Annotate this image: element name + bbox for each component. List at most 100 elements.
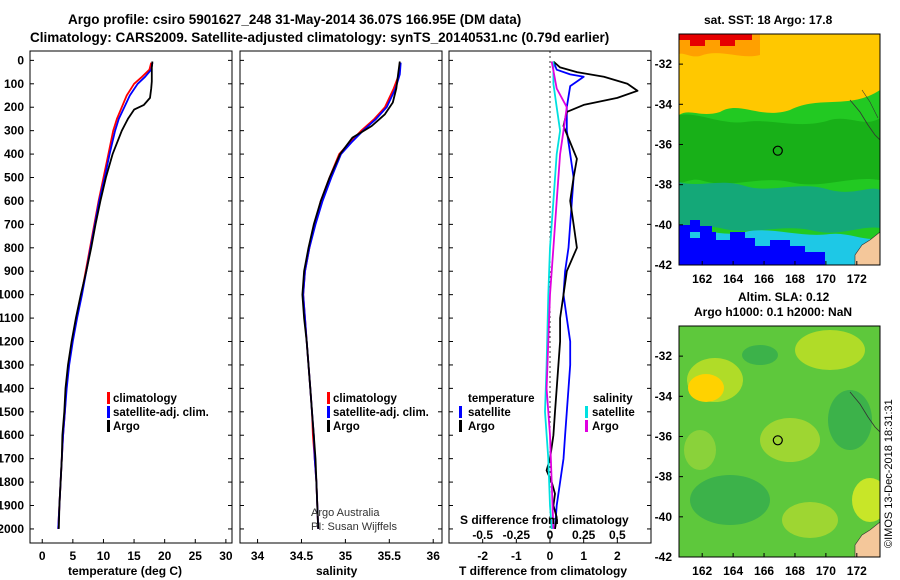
legend-swatch-climatology	[327, 392, 330, 404]
legend-swatch-t-argo	[459, 420, 462, 432]
map-x-tick-label: 166	[754, 272, 774, 286]
map-y-tick-label: -38	[655, 178, 673, 192]
imos-watermark: ©IMOS 13-Dec-2018 18:31:31	[883, 399, 895, 548]
series-line-argo	[57, 61, 154, 529]
x-tick-label: 34.5	[290, 549, 314, 563]
legend-swatch-satellite	[107, 406, 110, 418]
x-tick-label: 10	[97, 549, 111, 563]
x-tick-label: 34	[251, 549, 265, 563]
sla-map-title: Altim. SLA: 0.12	[738, 290, 830, 304]
legend-label-satellite: satellite-adj. clim.	[333, 407, 429, 419]
x-tick-label: 30	[219, 549, 233, 563]
sla-map-subtitle: Argo h1000: 0.1 h2000: NaN	[694, 305, 852, 319]
sla-map-image	[679, 326, 880, 557]
legend-label-s-argo: Argo	[592, 421, 619, 433]
s-tick-label: -0.5	[472, 528, 493, 542]
depth-tick-label: 1500	[0, 405, 24, 419]
s-tick-label: 0	[547, 528, 554, 542]
x-tick-label: 0	[39, 549, 46, 563]
sla-map-float-marker	[772, 435, 783, 446]
s-tick-label: 0.25	[572, 528, 596, 542]
depth-tick-label: 0	[17, 53, 24, 67]
depth-tick-label: 700	[4, 217, 24, 231]
header-line-1: Argo profile: csiro 5901627_248 31-May-2…	[68, 12, 521, 27]
x-tick-label: 36	[427, 549, 441, 563]
map-x-tick-label: 172	[847, 564, 867, 578]
sla-map-frame	[678, 325, 881, 558]
map-x-tick-label: 168	[785, 272, 805, 286]
series-line-satellite-adj-clim-	[57, 62, 154, 529]
depth-tick-label: 900	[4, 264, 24, 278]
legend-label-argo: Argo	[333, 421, 360, 433]
depth-tick-label: 400	[4, 147, 24, 161]
x-tick-label: 15	[127, 549, 141, 563]
legend-title-temperature: temperature	[468, 393, 534, 405]
depth-tick-label: 1100	[0, 311, 24, 325]
depth-tick-label: 300	[4, 124, 24, 138]
map-y-tick-label: -34	[655, 97, 673, 111]
depth-tick-label: 1300	[0, 358, 24, 372]
depth-tick-label: 1000	[0, 288, 24, 302]
s-difference-label: S difference from climatology	[460, 513, 629, 527]
map-x-tick-label: 162	[692, 272, 712, 286]
salinity-plot: 34 34.5 35 35.5 36	[251, 61, 441, 563]
sst-map-title: sat. SST: 18 Argo: 17.8	[704, 13, 833, 27]
legend-swatch-t-satellite	[459, 406, 462, 418]
legend-label-climatology: climatology	[333, 393, 398, 405]
depth-tick-label: 1900	[0, 499, 24, 513]
map-y-tick-label: -40	[655, 510, 673, 524]
x-tick-label: 5	[70, 549, 77, 563]
legend-swatch-argo	[107, 420, 110, 432]
series-line-t-satellite	[552, 61, 585, 529]
map-y-tick-label: -38	[655, 470, 673, 484]
legend-swatch-s-argo	[585, 420, 588, 432]
temperature-x-label: temperature (deg C)	[68, 564, 182, 578]
series-line-satellite-adj-clim-	[302, 62, 402, 529]
x-tick-label: 35.5	[378, 549, 402, 563]
series-line-t-argo	[545, 60, 639, 530]
map-x-tick-label: 162	[692, 564, 712, 578]
map-y-tick-label: -36	[655, 429, 673, 443]
temperature-panel-frame	[29, 50, 233, 544]
map-y-tick-label: -32	[655, 349, 673, 363]
credit-line-2: PI: Susan Wijffels	[311, 521, 397, 533]
map-x-tick-label: 170	[816, 564, 836, 578]
legend-swatch-climatology	[107, 392, 110, 404]
map-x-tick-label: 164	[723, 564, 743, 578]
series-line-argo	[301, 61, 401, 529]
legend-label-t-satellite: satellite	[468, 407, 511, 419]
temperature-plot: 0 5 10 15 20 25 30	[39, 61, 233, 563]
legend-title-salinity: salinity	[593, 393, 633, 405]
x-tick-label: 0	[547, 549, 554, 563]
sst-map-float-marker	[772, 145, 783, 156]
map-x-tick-label: 166	[754, 564, 774, 578]
map-y-tick-label: -42	[655, 258, 673, 272]
s-tick-label: 0.5	[609, 528, 626, 542]
header-line-2: Climatology: CARS2009. Satellite-adjuste…	[30, 30, 609, 45]
map-axes: 162 164 166 168 170 172 -32 -34 -36 -38 -40 -42 162 1…	[655, 57, 867, 578]
x-tick-label: 1	[580, 549, 587, 563]
depth-tick-label: 800	[4, 241, 24, 255]
x-tick-label: 25	[189, 549, 203, 563]
legend-label-satellite: satellite-adj. clim.	[113, 407, 209, 419]
series-line-s-satellite	[544, 61, 561, 529]
map-y-tick-label: -32	[655, 57, 673, 71]
legend-swatch-argo	[327, 420, 330, 432]
s-tick-label: -0.25	[503, 528, 531, 542]
difference-x-label: T difference from climatology	[459, 564, 627, 578]
depth-tick-label: 1700	[0, 452, 24, 466]
map-y-tick-label: -36	[655, 137, 673, 151]
depth-tick-label: 1600	[0, 428, 24, 442]
series-line-climatology	[302, 62, 401, 529]
depth-tick-label: 600	[4, 194, 24, 208]
difference-plot: -2 -1 0 1 2 -0.5 -0.25 0 0.25 0.5	[472, 51, 639, 563]
x-tick-label: 2	[614, 549, 621, 563]
x-tick-label: 20	[158, 549, 172, 563]
map-x-tick-label: 172	[847, 272, 867, 286]
depth-tick-label: 1800	[0, 475, 24, 489]
depth-tick-label: 100	[4, 77, 24, 91]
x-tick-label: 35	[339, 549, 353, 563]
difference-legend: temperature satellite Argo salinity sate…	[459, 393, 635, 433]
credit-line-1: Argo Australia	[311, 507, 380, 519]
map-y-tick-label: -40	[655, 218, 673, 232]
